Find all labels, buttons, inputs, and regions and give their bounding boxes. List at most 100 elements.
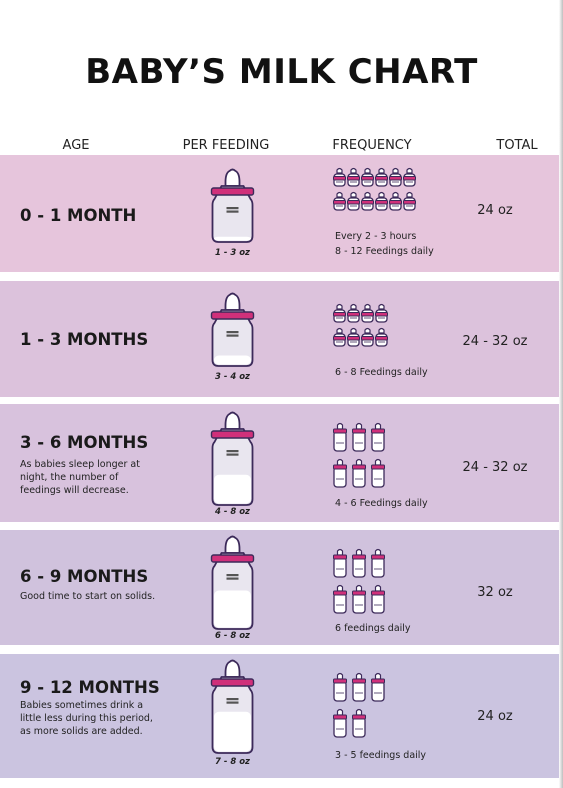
age-note: Babies sometimes drink a little less dur… — [20, 700, 153, 737]
frequency-line: 8 - 12 Feedings daily — [335, 246, 434, 257]
small-bottle-icon — [389, 191, 402, 211]
bottle-collar — [210, 678, 255, 687]
age-label: 0 - 1 MONTH — [20, 206, 137, 225]
total-amount: 24 - 32 oz — [462, 460, 528, 475]
small-bottle-icon — [333, 191, 346, 211]
bottle-brand-mark — [226, 210, 239, 213]
frequency-icons-svg — [333, 548, 385, 614]
bottle-body — [211, 309, 254, 367]
bottle-icon — [205, 534, 260, 636]
small-bottle-icon — [347, 191, 360, 211]
small-bottle-icon — [347, 167, 360, 187]
table-row-9-12-months: 9 - 12 MONTHS Babies sometimes drink a l… — [0, 654, 563, 778]
bottle-collar — [210, 554, 255, 563]
age-note: Good time to start on solids. — [20, 591, 156, 602]
bottle-svg — [210, 411, 255, 506]
age-note: As babies sleep longer at night, the num… — [20, 459, 140, 496]
bottle-milk-fill — [214, 711, 251, 752]
bottle-brand-mark — [226, 450, 239, 453]
bottle-svg — [210, 292, 255, 367]
small-bottle-icon — [361, 327, 374, 347]
per-feeding-amount: 6 - 8 oz — [214, 631, 251, 641]
table-row-3-6-months: 3 - 6 MONTHS As babies sleep longer at n… — [0, 404, 563, 522]
small-bottle-icon — [352, 422, 366, 452]
frequency-line: 3 - 5 feedings daily — [335, 750, 427, 761]
small-bottle-icon — [361, 191, 374, 211]
small-bottle-icon — [371, 422, 385, 452]
total-amount: 32 oz — [477, 585, 513, 600]
small-bottle-icon — [375, 167, 388, 187]
total-amount: 24 oz — [477, 709, 513, 724]
frequency-icons — [333, 303, 389, 355]
table-row-6-9-months: 6 - 9 MONTHS Good time to start on solid… — [0, 530, 563, 645]
bottle-svg — [210, 535, 255, 630]
frequency-icons-svg — [333, 303, 388, 347]
bottle-brand-mark — [226, 701, 239, 704]
frequency-text: Every 2 - 3 hours 8 - 12 Feedings daily — [335, 229, 434, 259]
frequency-text: 6 - 8 Feedings daily — [335, 365, 428, 380]
bottle-svg — [210, 168, 255, 243]
small-bottle-icon — [403, 167, 416, 187]
frequency-text: 3 - 5 feedings daily — [335, 748, 426, 763]
bottle-brand-mark — [226, 574, 239, 577]
small-bottle-icon — [333, 548, 347, 578]
bottle-nipple — [224, 168, 241, 187]
bottle-nipple — [224, 411, 241, 430]
small-bottle-icon — [333, 303, 346, 323]
small-bottle-icon — [347, 303, 360, 323]
per-feeding-amount: 4 - 8 oz — [214, 507, 251, 517]
bottle-brand-mark — [226, 207, 239, 210]
column-header-frequency: FREQUENCY — [332, 138, 412, 153]
small-bottle-icon — [333, 422, 347, 452]
per-feeding-amount: 7 - 8 oz — [214, 757, 251, 767]
small-bottle-icon — [333, 458, 347, 488]
small-bottle-icon — [352, 584, 366, 614]
small-bottle-icon — [347, 327, 360, 347]
bottle-body — [211, 185, 254, 243]
column-header-total: TOTAL — [496, 138, 538, 153]
frequency-line: 4 - 6 Feedings daily — [335, 498, 428, 509]
bottle-svg — [210, 659, 255, 754]
bottle-brand-mark — [226, 698, 239, 701]
small-bottle-icon — [333, 672, 347, 702]
small-bottle-icon — [375, 303, 388, 323]
small-bottle-icon — [352, 708, 366, 738]
table-row-1-3-months: 1 - 3 MONTHS 3 - 4 oz 6 - 8 Feedings dai… — [0, 281, 563, 397]
small-bottle-icon — [352, 672, 366, 702]
frequency-icons — [333, 422, 390, 498]
bottle-icon — [205, 658, 260, 760]
bottle-brand-mark — [226, 331, 239, 334]
frequency-text: 4 - 6 Feedings daily — [335, 496, 428, 511]
bottle-icon — [205, 167, 260, 249]
frequency-icons-svg — [333, 672, 385, 738]
age-label: 3 - 6 MONTHS — [20, 433, 149, 452]
bottle-collar — [210, 187, 255, 196]
frequency-line: 6 - 8 Feedings daily — [335, 367, 428, 378]
bottle-nipple — [224, 659, 241, 678]
bottle-brand-mark — [226, 334, 239, 337]
small-bottle-icon — [371, 548, 385, 578]
page-title: BABY’S MILK CHART — [85, 52, 478, 92]
small-bottle-icon — [352, 458, 366, 488]
bottle-collar — [210, 430, 255, 439]
frequency-text: 6 feedings daily — [335, 621, 411, 636]
small-bottle-icon — [333, 167, 346, 187]
frequency-icons — [333, 167, 417, 219]
per-feeding-amount: 1 - 3 oz — [214, 248, 251, 258]
small-bottle-icon — [375, 191, 388, 211]
page-edge-shadow — [559, 0, 563, 788]
small-bottle-icon — [352, 548, 366, 578]
column-header-age: AGE — [62, 138, 90, 153]
small-bottle-icon — [389, 167, 402, 187]
age-label: 1 - 3 MONTHS — [20, 330, 149, 349]
small-bottle-icon — [371, 584, 385, 614]
small-bottle-icon — [403, 191, 416, 211]
age-label: 6 - 9 MONTHS — [20, 567, 149, 586]
bottle-icon — [205, 410, 260, 512]
bottle-collar — [210, 311, 255, 320]
small-bottle-icon — [371, 672, 385, 702]
per-feeding-amount: 3 - 4 oz — [214, 372, 251, 382]
bottle-brand-mark — [226, 453, 239, 456]
age-label: 9 - 12 MONTHS — [20, 678, 160, 697]
bottle-milk-fill — [214, 474, 251, 504]
